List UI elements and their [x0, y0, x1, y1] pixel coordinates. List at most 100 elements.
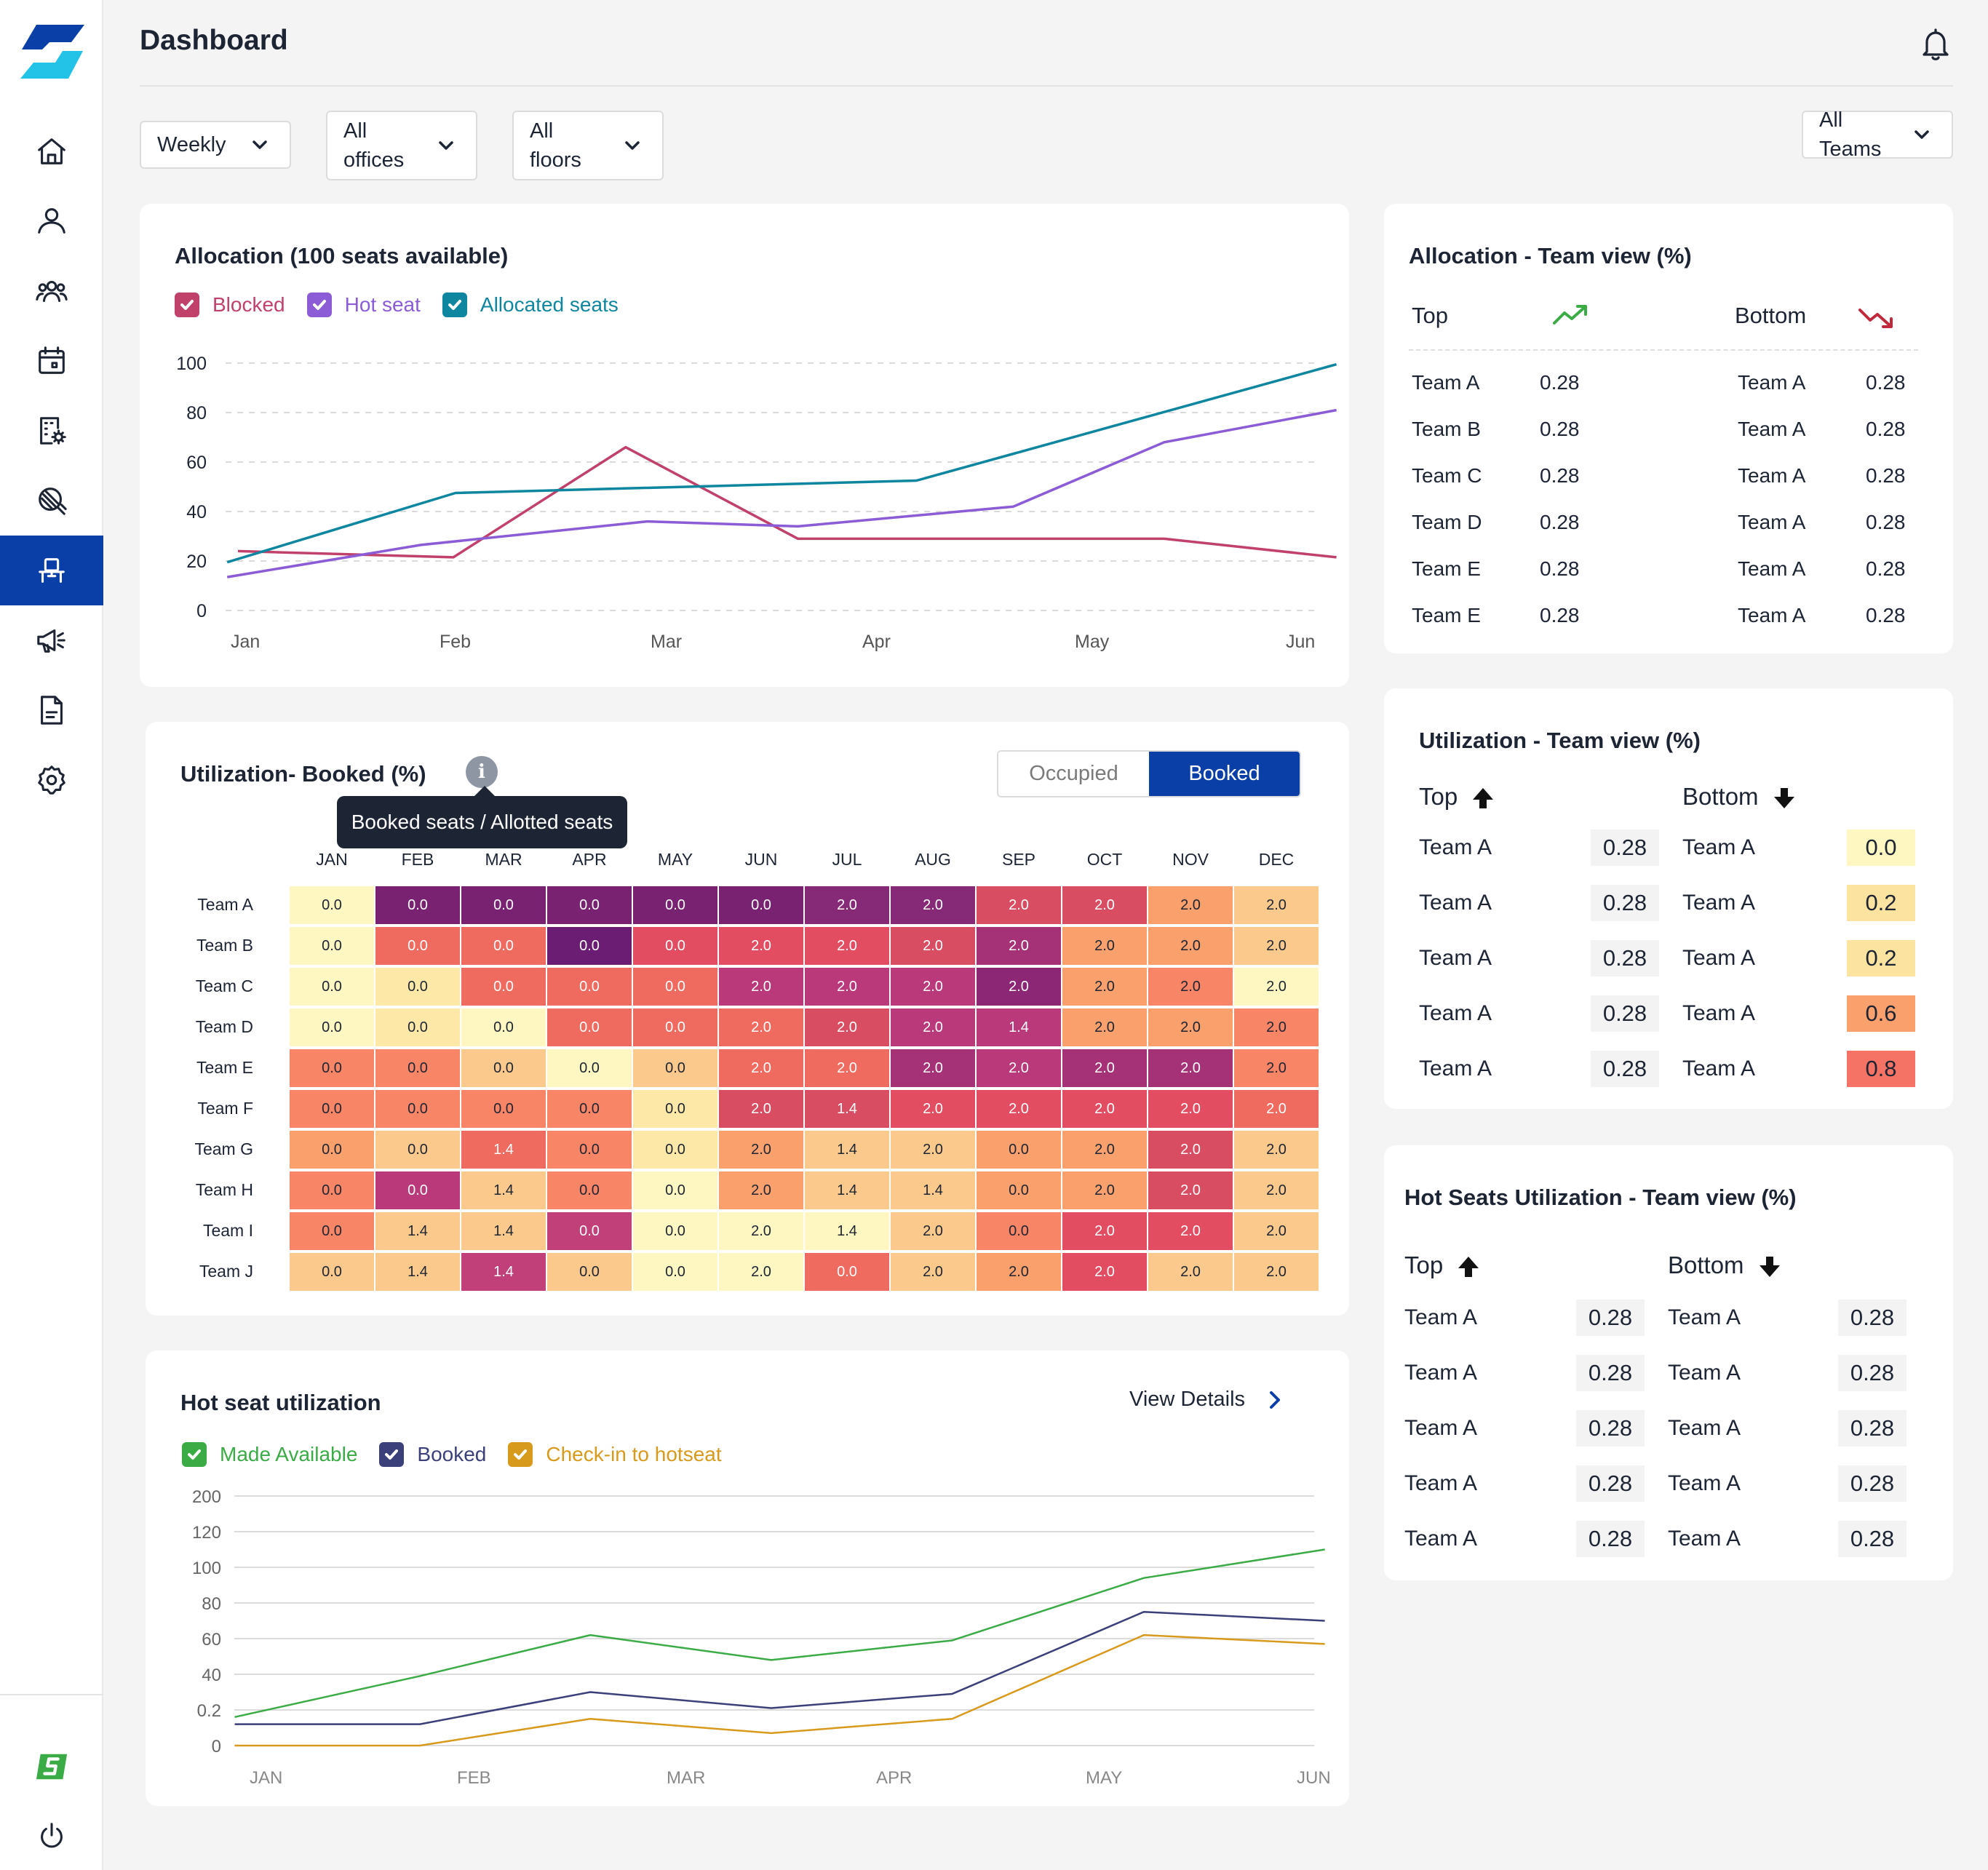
heatmap-cell[interactable]: 2.0 — [1062, 886, 1147, 924]
heatmap-cell[interactable]: 0.0 — [461, 1008, 546, 1046]
heatmap-cell[interactable]: 0.0 — [633, 1131, 717, 1169]
heatmap-cell[interactable]: 2.0 — [1062, 1049, 1147, 1087]
nav-building-settings[interactable] — [0, 396, 103, 466]
heatmap-cell[interactable]: 0.0 — [547, 1212, 632, 1250]
nav-user[interactable] — [0, 186, 103, 256]
heatmap-cell[interactable]: 2.0 — [805, 927, 889, 965]
heatmap-cell[interactable]: 2.0 — [1234, 927, 1319, 965]
view-details-link[interactable]: View Details — [1129, 1388, 1284, 1412]
heatmap-cell[interactable]: 2.0 — [719, 1049, 803, 1087]
heatmap-cell[interactable]: 2.0 — [1148, 1008, 1233, 1046]
heatmap-cell[interactable]: 0.0 — [633, 1212, 717, 1250]
heatmap-cell[interactable]: 2.0 — [1062, 968, 1147, 1006]
heatmap-cell[interactable]: 0.0 — [375, 1171, 460, 1209]
heatmap-cell[interactable]: 2.0 — [1062, 1008, 1147, 1046]
heatmap-cell[interactable]: 0.0 — [290, 1049, 374, 1087]
heatmap-cell[interactable]: 2.0 — [719, 1171, 803, 1209]
occupied-tab[interactable]: Occupied — [998, 752, 1149, 796]
info-icon[interactable]: i — [466, 756, 498, 788]
heatmap-cell[interactable]: 2.0 — [977, 1253, 1061, 1291]
heatmap-cell[interactable]: 2.0 — [1148, 927, 1233, 965]
heatmap-cell[interactable]: 0.0 — [290, 1131, 374, 1169]
heatmap-cell[interactable]: 2.0 — [1062, 1253, 1147, 1291]
heatmap-cell[interactable]: 0.0 — [547, 1049, 632, 1087]
heatmap-cell[interactable]: 2.0 — [891, 1131, 975, 1169]
heatmap-cell[interactable]: 0.0 — [547, 1253, 632, 1291]
heatmap-cell[interactable]: 0.0 — [633, 968, 717, 1006]
heatmap-cell[interactable]: 2.0 — [805, 886, 889, 924]
heatmap-cell[interactable]: 1.4 — [805, 1212, 889, 1250]
heatmap-cell[interactable]: 1.4 — [375, 1212, 460, 1250]
heatmap-cell[interactable]: 0.0 — [633, 1008, 717, 1046]
heatmap-cell[interactable]: 2.0 — [1062, 1131, 1147, 1169]
nav-settings[interactable] — [0, 745, 103, 815]
heatmap-cell[interactable]: 2.0 — [1148, 1171, 1233, 1209]
heatmap-cell[interactable]: 2.0 — [1234, 1008, 1319, 1046]
heatmap-cell[interactable]: 2.0 — [719, 927, 803, 965]
heatmap-cell[interactable]: 2.0 — [805, 968, 889, 1006]
heatmap-cell[interactable]: 2.0 — [977, 886, 1061, 924]
heatmap-cell[interactable]: 2.0 — [891, 1212, 975, 1250]
heatmap-cell[interactable]: 0.0 — [547, 1008, 632, 1046]
heatmap-cell[interactable]: 0.0 — [290, 927, 374, 965]
heatmap-cell[interactable]: 0.0 — [977, 1131, 1061, 1169]
legend-made-available[interactable]: Made Available — [182, 1442, 357, 1467]
heatmap-cell[interactable]: 0.0 — [633, 1253, 717, 1291]
heatmap-cell[interactable]: 2.0 — [891, 1090, 975, 1128]
legend-blocked[interactable]: Blocked — [175, 293, 285, 317]
heatmap-cell[interactable]: 2.0 — [977, 1049, 1061, 1087]
heatmap-cell[interactable]: 2.0 — [1234, 886, 1319, 924]
heatmap-cell[interactable]: 0.0 — [375, 968, 460, 1006]
legend-allocated-seats[interactable]: Allocated seats — [442, 293, 619, 317]
nav-announcements[interactable] — [0, 605, 103, 675]
heatmap-cell[interactable]: 2.0 — [1062, 927, 1147, 965]
booked-tab[interactable]: Booked — [1149, 752, 1300, 796]
heatmap-cell[interactable]: 2.0 — [1234, 1049, 1319, 1087]
heatmap-cell[interactable]: 2.0 — [1234, 1212, 1319, 1250]
heatmap-cell[interactable]: 1.4 — [461, 1212, 546, 1250]
heatmap-cell[interactable]: 2.0 — [1148, 886, 1233, 924]
heatmap-cell[interactable]: 2.0 — [805, 1049, 889, 1087]
nav-calendar[interactable] — [0, 326, 103, 396]
heatmap-cell[interactable]: 0.0 — [375, 927, 460, 965]
brand-logo-icon[interactable] — [20, 25, 84, 79]
heatmap-cell[interactable]: 0.0 — [547, 968, 632, 1006]
heatmap-cell[interactable]: 0.0 — [633, 927, 717, 965]
nav-home[interactable] — [0, 116, 103, 186]
heatmap-cell[interactable]: 2.0 — [719, 1131, 803, 1169]
nav-users[interactable] — [0, 256, 103, 326]
heatmap-cell[interactable]: 0.0 — [977, 1212, 1061, 1250]
offices-dropdown[interactable]: All offices — [326, 111, 477, 180]
heatmap-cell[interactable]: 0.0 — [461, 886, 546, 924]
heatmap-cell[interactable]: 2.0 — [1062, 1090, 1147, 1128]
heatmap-cell[interactable]: 0.0 — [375, 1008, 460, 1046]
heatmap-cell[interactable]: 2.0 — [891, 968, 975, 1006]
heatmap-cell[interactable]: 2.0 — [719, 1212, 803, 1250]
heatmap-cell[interactable]: 2.0 — [1148, 1049, 1233, 1087]
heatmap-cell[interactable]: 2.0 — [1234, 1171, 1319, 1209]
heatmap-cell[interactable]: 2.0 — [805, 1008, 889, 1046]
heatmap-cell[interactable]: 0.0 — [290, 886, 374, 924]
heatmap-cell[interactable]: 0.0 — [633, 1171, 717, 1209]
heatmap-cell[interactable]: 0.0 — [461, 927, 546, 965]
heatmap-cell[interactable]: 0.0 — [290, 1008, 374, 1046]
heatmap-cell[interactable]: 2.0 — [891, 1008, 975, 1046]
heatmap-cell[interactable]: 0.0 — [547, 1171, 632, 1209]
heatmap-cell[interactable]: 1.4 — [805, 1090, 889, 1128]
teams-dropdown[interactable]: All Teams — [1802, 108, 1953, 161]
heatmap-cell[interactable]: 2.0 — [1148, 1131, 1233, 1169]
heatmap-cell[interactable]: 1.4 — [461, 1131, 546, 1169]
nav-badge[interactable] — [0, 466, 103, 536]
notifications-button[interactable] — [1921, 28, 1950, 61]
heatmap-cell[interactable]: 2.0 — [1148, 1090, 1233, 1128]
heatmap-cell[interactable]: 2.0 — [1062, 1212, 1147, 1250]
heatmap-cell[interactable]: 2.0 — [1234, 968, 1319, 1006]
heatmap-cell[interactable]: 0.0 — [977, 1171, 1061, 1209]
heatmap-cell[interactable]: 1.4 — [891, 1171, 975, 1209]
heatmap-cell[interactable]: 2.0 — [1148, 1253, 1233, 1291]
heatmap-cell[interactable]: 0.0 — [375, 1049, 460, 1087]
heatmap-cell[interactable]: 0.0 — [375, 1131, 460, 1169]
heatmap-cell[interactable]: 2.0 — [977, 1090, 1061, 1128]
heatmap-cell[interactable]: 1.4 — [977, 1008, 1061, 1046]
nav-brand[interactable] — [0, 1732, 103, 1802]
